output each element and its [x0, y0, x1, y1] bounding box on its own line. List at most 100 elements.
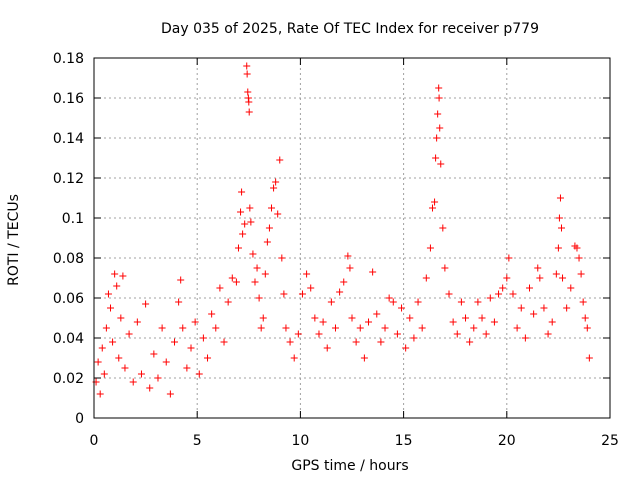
- data-point: [470, 324, 478, 332]
- data-point: [234, 244, 242, 252]
- data-point: [298, 290, 306, 298]
- data-point: [495, 290, 503, 298]
- data-point: [243, 62, 251, 70]
- data-point: [245, 108, 253, 116]
- data-point: [162, 358, 170, 366]
- data-point: [579, 298, 587, 306]
- data-point: [432, 154, 440, 162]
- data-point: [187, 344, 195, 352]
- data-point: [377, 338, 385, 346]
- data-point: [199, 334, 207, 342]
- data-point: [244, 88, 252, 96]
- data-point: [282, 324, 290, 332]
- data-point: [319, 318, 327, 326]
- data-point: [540, 304, 548, 312]
- data-point: [280, 290, 288, 298]
- data-point: [224, 298, 232, 306]
- data-point: [177, 276, 185, 284]
- data-point: [385, 294, 393, 302]
- data-point: [109, 338, 117, 346]
- data-point: [373, 310, 381, 318]
- y-tick-label: 0.04: [53, 331, 84, 347]
- data-point: [457, 298, 465, 306]
- data-point: [183, 364, 191, 372]
- data-point: [435, 94, 443, 102]
- points-layer: [92, 62, 593, 398]
- data-point: [536, 274, 544, 282]
- data-point: [327, 298, 335, 306]
- data-point: [439, 224, 447, 232]
- x-tick-label: 0: [90, 433, 99, 449]
- data-point: [581, 314, 589, 322]
- data-point: [577, 270, 585, 278]
- data-point: [505, 254, 513, 262]
- data-point: [191, 318, 199, 326]
- data-point: [426, 244, 434, 252]
- data-point: [503, 274, 511, 282]
- data-point: [352, 338, 360, 346]
- data-point: [526, 284, 534, 292]
- data-point: [499, 284, 507, 292]
- data-point: [517, 304, 525, 312]
- data-point: [490, 318, 498, 326]
- data-point: [115, 354, 123, 362]
- data-point: [146, 384, 154, 392]
- data-point: [559, 274, 567, 282]
- data-point: [261, 270, 269, 278]
- data-point: [340, 278, 348, 286]
- data-point: [346, 264, 354, 272]
- x-tick-label: 20: [498, 433, 516, 449]
- data-point: [381, 324, 389, 332]
- data-point: [585, 354, 593, 362]
- data-point: [216, 284, 224, 292]
- data-point: [204, 354, 212, 362]
- x-tick-label: 10: [291, 433, 309, 449]
- data-point: [573, 244, 581, 252]
- data-point: [129, 378, 137, 386]
- data-point: [270, 184, 278, 192]
- data-point: [434, 110, 442, 118]
- data-point: [290, 354, 298, 362]
- x-tick-label: 15: [395, 433, 413, 449]
- data-point: [175, 298, 183, 306]
- y-tick-label: 0: [75, 411, 84, 427]
- data-point: [179, 324, 187, 332]
- data-point: [239, 230, 247, 238]
- data-point: [406, 314, 414, 322]
- data-point: [294, 330, 302, 338]
- data-point: [307, 284, 315, 292]
- data-point: [557, 224, 565, 232]
- data-point: [402, 344, 410, 352]
- data-point: [360, 354, 368, 362]
- data-point: [544, 330, 552, 338]
- y-tick-label: 0.02: [53, 371, 84, 387]
- data-point: [462, 314, 470, 322]
- data-point: [125, 330, 133, 338]
- data-point: [142, 300, 150, 308]
- data-point: [389, 298, 397, 306]
- data-point: [331, 324, 339, 332]
- data-point: [246, 204, 254, 212]
- data-point: [251, 278, 259, 286]
- data-point: [554, 244, 562, 252]
- data-point: [241, 220, 249, 228]
- data-point: [220, 338, 228, 346]
- plot-frame: [93, 57, 611, 419]
- data-point: [311, 314, 319, 322]
- y-tick-label: 0.18: [53, 51, 84, 67]
- data-point: [445, 290, 453, 298]
- data-point: [486, 294, 494, 302]
- data-point: [369, 268, 377, 276]
- data-point: [158, 324, 166, 332]
- data-point: [534, 264, 542, 272]
- data-point: [466, 338, 474, 346]
- data-point: [431, 198, 439, 206]
- data-point: [555, 214, 563, 222]
- data-point: [436, 124, 444, 132]
- grid-layer: [94, 58, 610, 418]
- axis-layer: 0 0.02 0.04 0.06 0.08 0.1 0.12 0.14 0.16 0.18 0 5 10…: [53, 51, 619, 449]
- data-point: [121, 364, 129, 372]
- data-point: [195, 370, 203, 378]
- data-point: [433, 134, 441, 142]
